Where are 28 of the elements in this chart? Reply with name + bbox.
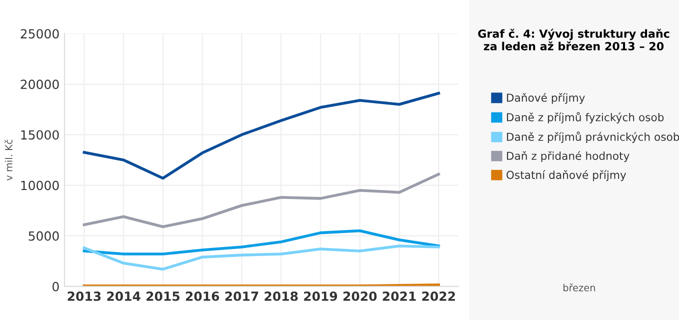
y-tick-label: 25000 bbox=[20, 29, 59, 39]
x-tick-label: 2019 bbox=[304, 291, 338, 301]
legend-label: Daně z příjmů právnických osob bbox=[506, 132, 679, 143]
y-tick-label: 15000 bbox=[21, 130, 59, 140]
line-series bbox=[82, 172, 440, 228]
text: březen bbox=[563, 283, 595, 292]
line-series bbox=[82, 244, 440, 271]
text: Graf č. 4: Vývoj struktury daňc za leden až březen 2013 – 20 bbox=[478, 28, 670, 50]
line-series bbox=[82, 229, 440, 256]
y-tick-label: 5000 bbox=[28, 231, 59, 241]
y-tick-label: 10000 bbox=[21, 180, 59, 190]
x-tick-label: 2017 bbox=[225, 291, 258, 301]
x-tick-label: 2015 bbox=[146, 291, 180, 301]
x-tick-label: 2022 bbox=[422, 291, 455, 301]
line-series bbox=[82, 92, 440, 180]
x-tick-label: 2021 bbox=[382, 291, 416, 301]
legend-label: Daňové příjmy bbox=[506, 92, 585, 104]
x-tick-label: 2013 bbox=[68, 291, 101, 301]
x-tick-label: 2014 bbox=[107, 291, 140, 301]
y-axis-title: v mil. Kč bbox=[4, 140, 12, 181]
legend-label: Daně z příjmů fyzických osob bbox=[506, 112, 664, 124]
x-tick-label: 2020 bbox=[343, 291, 377, 301]
legend-label: Daň z přidané hodnoty bbox=[506, 151, 630, 162]
legend-label: Ostatní daňové příjmy bbox=[506, 170, 626, 182]
x-tick-label: 2016 bbox=[186, 291, 220, 301]
y-tick-label: 20000 bbox=[20, 80, 59, 90]
x-tick-label: 2018 bbox=[264, 291, 298, 301]
y-tick-label: 0 bbox=[52, 282, 59, 292]
